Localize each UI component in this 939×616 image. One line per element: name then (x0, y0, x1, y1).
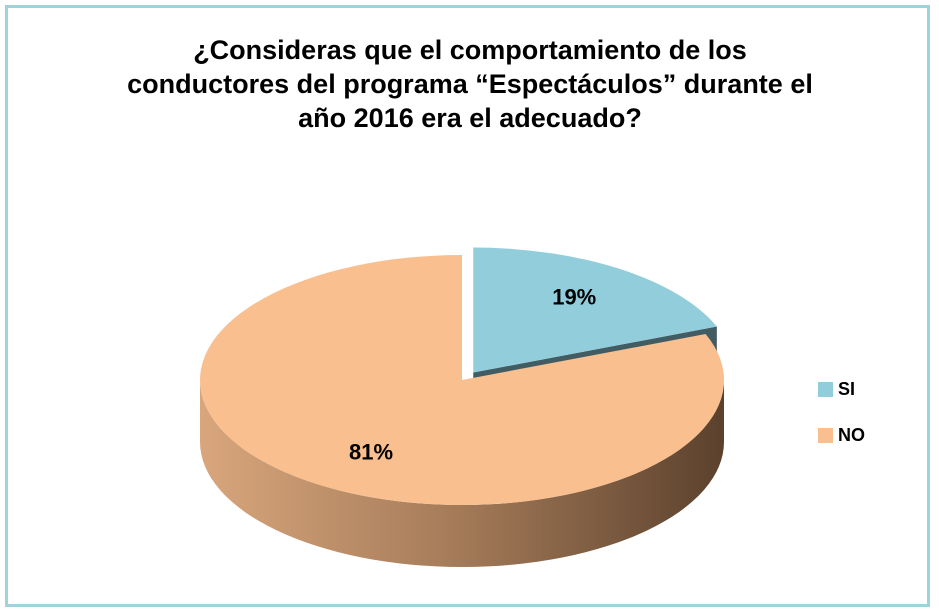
data-label: 81% (349, 440, 393, 465)
slice (473, 247, 717, 373)
legend-swatch (818, 382, 833, 397)
chart-title: ¿Consideras que el comportamiento de los… (127, 35, 813, 133)
data-label: 19% (552, 284, 596, 309)
chart-frame (5, 5, 930, 607)
legend-label: NO (838, 425, 865, 445)
legend-swatch (818, 428, 833, 443)
slice (200, 255, 725, 506)
slice-wall (200, 380, 724, 567)
legend-label: SI (838, 379, 855, 399)
